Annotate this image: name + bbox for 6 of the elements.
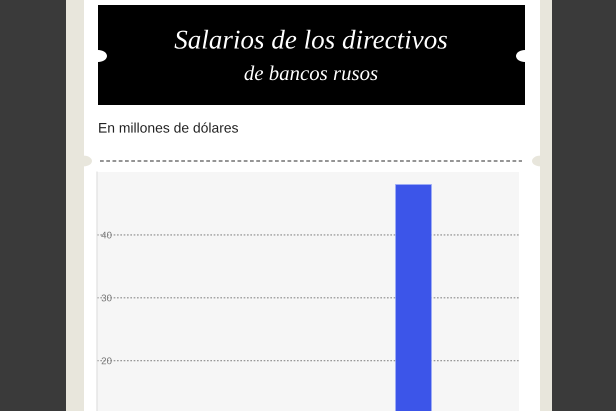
y-tick-label: 20 [102,357,112,364]
chart-title: Salarios de los directivos [174,30,447,49]
y-axis-title: En millones de dólares [99,122,238,133]
chart-subtitle: de bancos rusos [244,66,378,80]
y-tick-label: 30 [102,294,112,302]
y-tick-label: 40 [101,232,112,239]
